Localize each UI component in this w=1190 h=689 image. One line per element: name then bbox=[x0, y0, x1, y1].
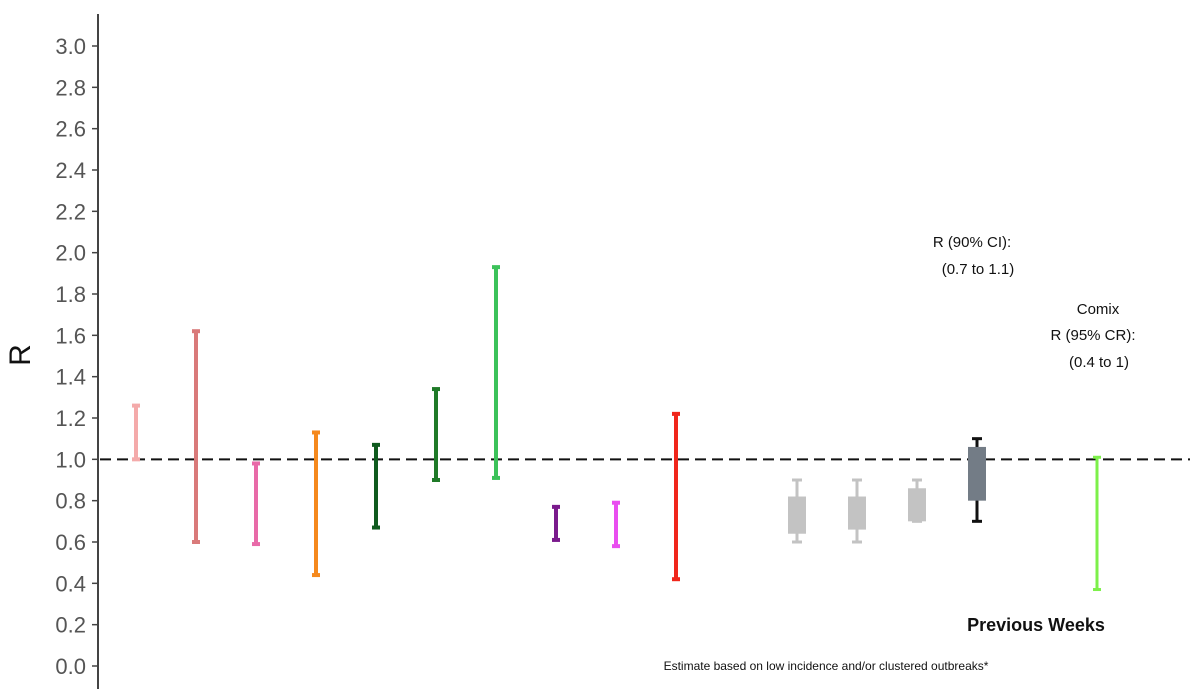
current-r-label: R (90% CI): bbox=[933, 234, 1011, 251]
y-tick-label: 3.0 bbox=[55, 34, 86, 59]
comix-r-label: R (95% CR): bbox=[1050, 327, 1135, 344]
previous-week-box bbox=[968, 446, 986, 501]
y-tick-label: 1.0 bbox=[55, 447, 86, 472]
y-tick-label: 0.0 bbox=[55, 654, 86, 679]
y-tick-label: 1.6 bbox=[55, 323, 86, 348]
y-tick-label: 2.4 bbox=[55, 158, 86, 183]
comix-interval bbox=[1093, 455, 1101, 592]
y-tick-label: 2.8 bbox=[55, 75, 86, 100]
y-tick-label: 0.6 bbox=[55, 530, 86, 555]
comix-title: Comix bbox=[1077, 301, 1120, 318]
y-tick-label: 2.0 bbox=[55, 241, 86, 266]
previous-week-box bbox=[848, 496, 866, 530]
y-axis: 0.0 0.2 0.4 0.6 0.8 1.0 1.2 1.4 1.6 1.8 2.0 2.2 2.4 2… bbox=[55, 14, 99, 689]
y-tick-label: 2.6 bbox=[55, 117, 86, 142]
y-tick-label: 2.2 bbox=[55, 199, 86, 224]
y-tick-label: 0.8 bbox=[55, 489, 86, 514]
y-tick-label: 0.4 bbox=[55, 571, 86, 596]
footnote: Estimate based on low incidence and/or c… bbox=[664, 659, 989, 673]
y-tick-label: 1.2 bbox=[55, 406, 86, 431]
previous-week-box bbox=[908, 488, 926, 522]
y-tick-label: 1.4 bbox=[55, 365, 86, 390]
previous-week-box bbox=[788, 496, 806, 534]
y-axis-label: R bbox=[4, 344, 37, 366]
previous-weeks-label: Previous Weeks bbox=[967, 615, 1105, 635]
interval-bars bbox=[132, 265, 680, 582]
y-tick-label: 1.8 bbox=[55, 282, 86, 307]
current-r-range: (0.7 to 1.1) bbox=[942, 261, 1015, 278]
y-tick-label: 0.2 bbox=[55, 613, 86, 638]
comix-r-range: (0.4 to 1) bbox=[1069, 354, 1129, 371]
previous-weeks-boxes bbox=[788, 437, 986, 544]
